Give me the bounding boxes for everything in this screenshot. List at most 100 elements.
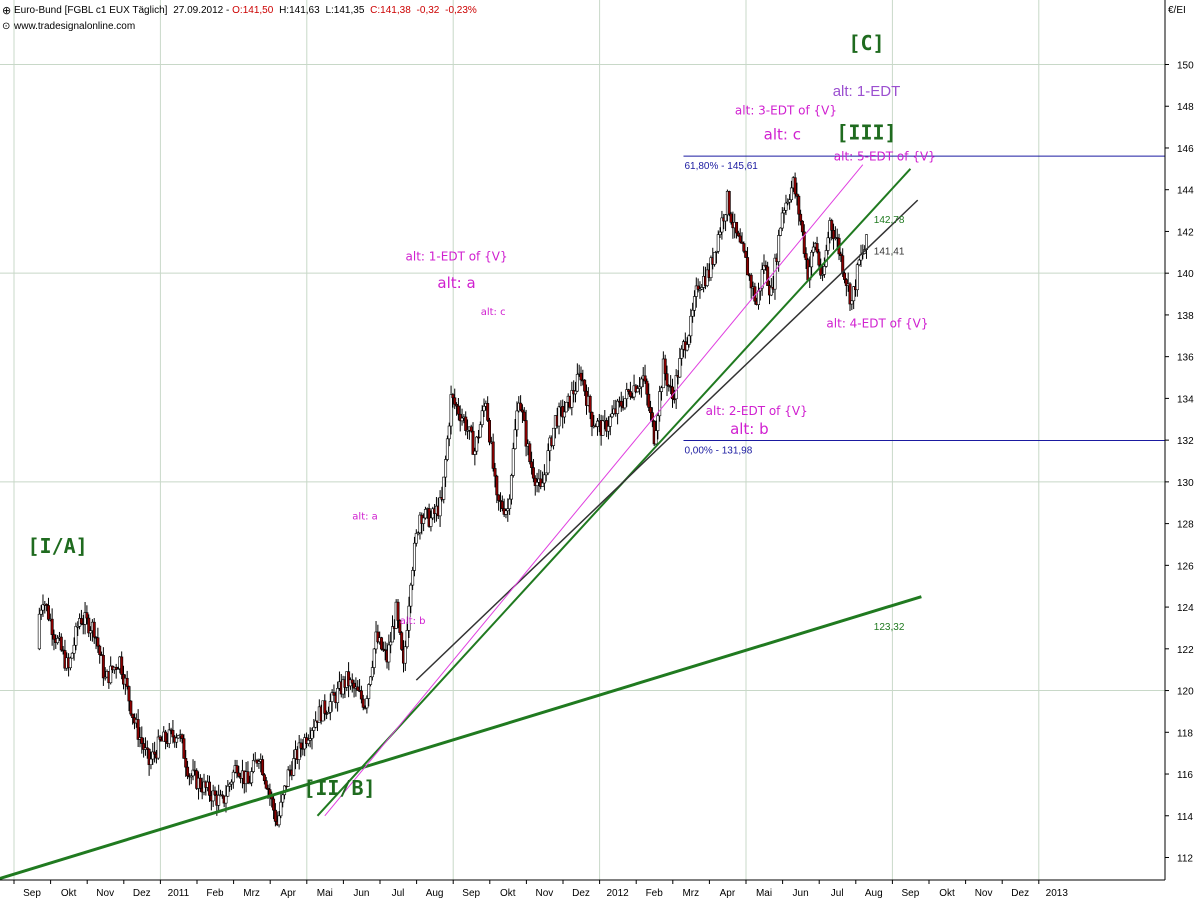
candle-body — [50, 618, 54, 635]
x-tick-label: 2013 — [1046, 888, 1069, 899]
candle-body — [332, 692, 336, 696]
candle-body — [264, 780, 268, 789]
change-value: -0,32 — [417, 5, 440, 16]
candle-body — [306, 739, 310, 744]
candle-body — [220, 794, 224, 797]
candle-body — [541, 482, 545, 487]
candle-body — [654, 430, 658, 445]
alt-annotation: alt: 5-EDT of {V} — [834, 149, 936, 163]
value-label: 141,41 — [874, 246, 905, 257]
candle-body — [685, 344, 689, 351]
y-tick-label: 140 — [1177, 269, 1194, 280]
candle-body — [716, 234, 720, 252]
candle-body — [519, 402, 523, 411]
candle-body — [533, 477, 537, 486]
high-value: H:141,63 — [279, 5, 320, 16]
candle-body — [217, 795, 221, 806]
x-tick-label: Apr — [720, 888, 736, 899]
instrument-name: Euro-Bund [FGBL c1 EUX Täglich] — [14, 5, 168, 16]
candle-body — [458, 413, 462, 422]
candle-body — [376, 631, 380, 643]
candle-body — [478, 424, 482, 438]
candle-body — [198, 777, 202, 789]
candle-body — [261, 759, 265, 776]
candle-body — [158, 736, 162, 740]
candle-body — [92, 621, 96, 638]
candle-body — [211, 790, 215, 802]
candle-body — [528, 443, 532, 463]
candle-body — [226, 785, 230, 797]
y-axis: 112 114 116 118 120 122 124 126 128 130 132 134 136 1… — [1165, 61, 1194, 865]
candle-body — [810, 251, 814, 268]
candle-body — [277, 815, 281, 826]
candle-body — [469, 426, 473, 432]
website-url: www.tradesignalonline.com — [13, 21, 135, 32]
candle-body — [237, 772, 241, 777]
candle-body — [698, 288, 702, 291]
fib-level-label: 61,80% - 145,61 — [684, 161, 758, 172]
candle-body — [372, 648, 376, 668]
alt-annotation: alt: b — [400, 616, 426, 627]
candle-body — [817, 251, 821, 266]
candle-body — [175, 737, 179, 743]
header-icon: ⊕ — [2, 4, 11, 17]
candle-body — [396, 601, 400, 621]
y-tick-label: 130 — [1177, 478, 1194, 489]
candle-body — [848, 283, 852, 305]
y-tick-label: 148 — [1177, 102, 1194, 113]
candle-body — [535, 481, 539, 486]
candle-body — [804, 253, 808, 261]
candle-body — [694, 285, 698, 297]
candle-body — [777, 235, 781, 262]
y-tick-label: 132 — [1177, 436, 1194, 447]
candle-body — [663, 358, 667, 375]
trendline-black — [415, 199, 919, 681]
candle-body — [799, 213, 803, 222]
candle-body — [407, 605, 411, 631]
candle-body — [757, 290, 761, 305]
candle-body — [140, 737, 144, 744]
candle-body — [312, 726, 316, 731]
candle-body — [83, 612, 87, 625]
candle-body — [570, 390, 574, 408]
candle-body — [645, 380, 649, 395]
candle-body — [131, 713, 135, 719]
candle-body — [692, 296, 696, 311]
candle-body — [487, 420, 491, 443]
y-tick-label: 124 — [1177, 603, 1194, 614]
candle-body — [491, 441, 495, 469]
y-tick-label: 128 — [1177, 520, 1194, 531]
candle-body — [793, 177, 797, 195]
x-tick-label: Mrz — [682, 888, 699, 899]
candle-body — [281, 794, 285, 803]
x-tick-label: Jun — [353, 888, 369, 899]
candle-body — [46, 605, 50, 620]
candle-body — [391, 626, 395, 643]
candle-body — [365, 698, 369, 709]
candle-layer — [37, 172, 868, 828]
x-tick-label: 2011 — [168, 888, 190, 899]
x-tick-label: Okt — [939, 888, 955, 899]
candle-body — [784, 202, 788, 211]
candle-body — [797, 195, 801, 215]
candle-body — [125, 677, 129, 687]
wave-label: [I/A] — [28, 534, 88, 558]
candle-body — [142, 743, 146, 750]
candle-body — [504, 510, 508, 515]
y-tick-label: 136 — [1177, 353, 1194, 364]
candle-body — [691, 309, 695, 317]
candle-body — [658, 391, 662, 417]
alt-annotation: alt: a — [352, 511, 378, 522]
trendline-magenta — [324, 164, 864, 817]
candle-body — [473, 450, 477, 455]
candle-body — [588, 396, 592, 413]
candle-body — [308, 738, 312, 741]
candle-body — [422, 517, 426, 524]
candle-body — [627, 389, 631, 392]
y-tick-label: 142 — [1177, 227, 1194, 238]
x-tick-label: Jul — [831, 888, 844, 899]
candle-body — [356, 686, 360, 691]
candle-body — [398, 620, 402, 633]
candle-body — [738, 235, 742, 243]
close-value: C:141,38 — [370, 5, 411, 16]
